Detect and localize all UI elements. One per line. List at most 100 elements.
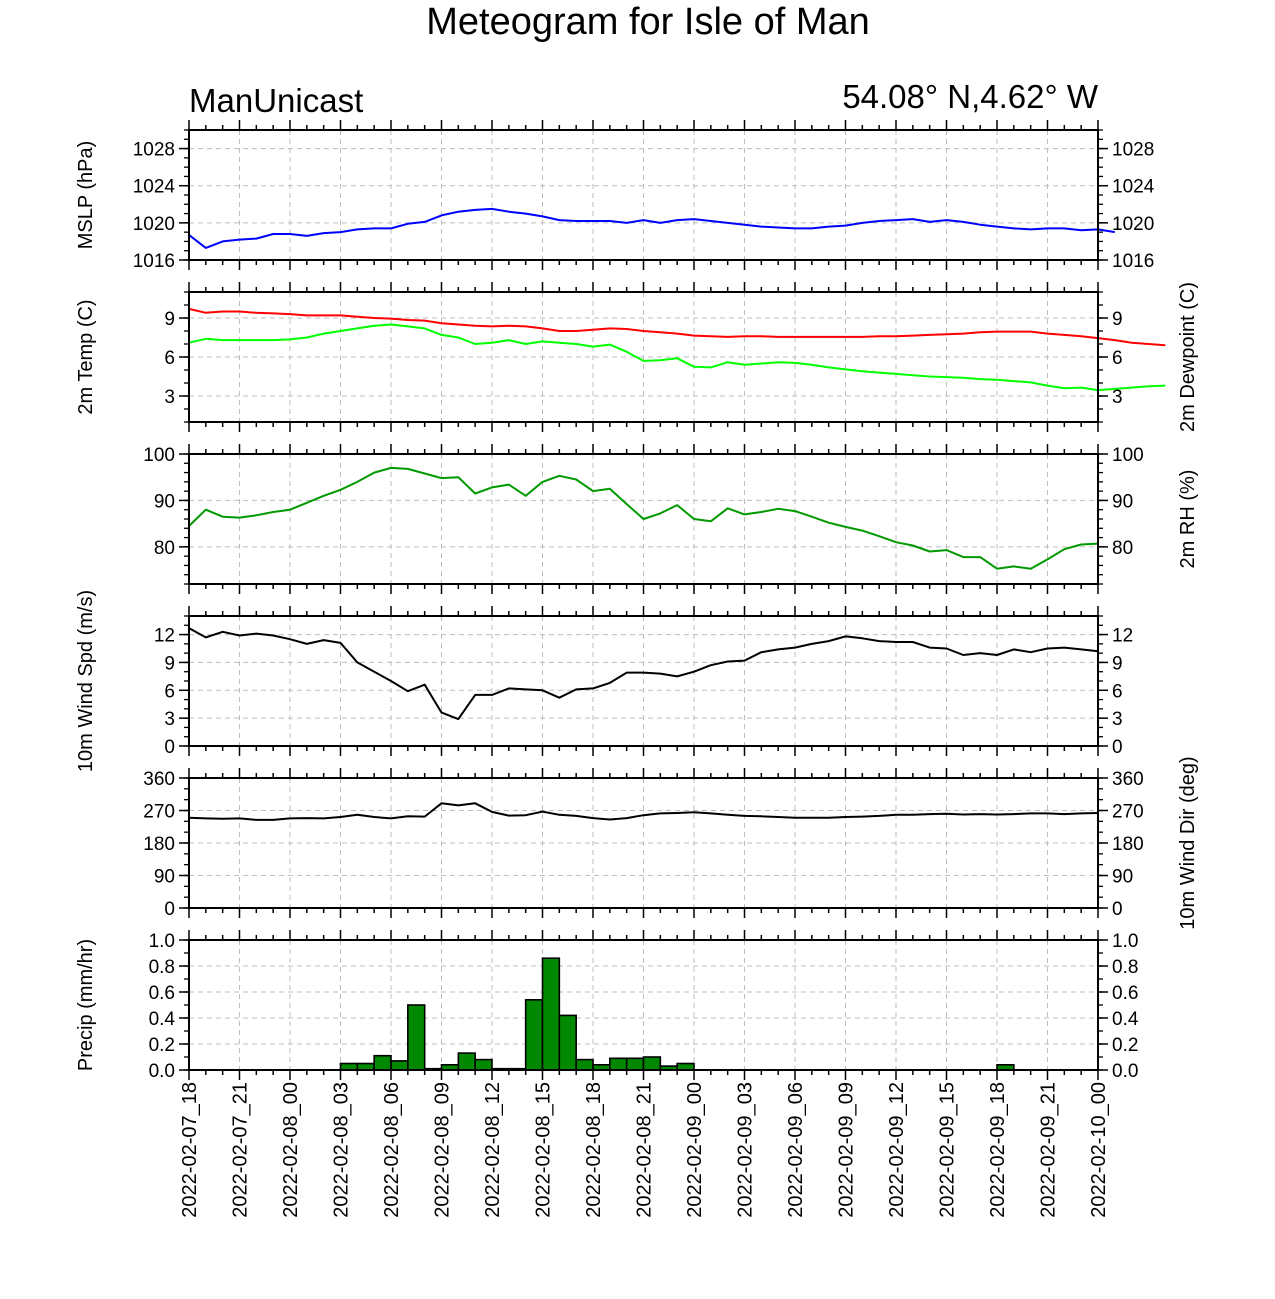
- y-tick-label-right: 1024: [1112, 177, 1155, 198]
- y-tick-label-right: 90: [1112, 491, 1133, 512]
- y-tick-label-left: 3: [164, 709, 175, 730]
- series-line-1: [188, 207, 1115, 249]
- y-tick-label-left: 9: [164, 653, 175, 674]
- y-axis-title-left: 10m Wind Spd (m/s): [75, 590, 97, 772]
- y-tick-label-right: 0.2: [1112, 1035, 1138, 1056]
- x-tick-label: 2022-02-09_06: [785, 1082, 807, 1218]
- x-tick-label: 2022-02-09_03: [735, 1082, 757, 1218]
- y-tick-label-right: 0: [1112, 899, 1123, 920]
- y-tick-label-right: 1016: [1112, 251, 1154, 272]
- y-tick-label-right: 3: [1112, 709, 1123, 730]
- precip-bar: [642, 1056, 662, 1071]
- panel-4: 0 0 3 3 6 6 9 9 12 12 10m Wind Spd (m/s): [75, 590, 1133, 772]
- x-tick-label: 2022-02-09_21: [1038, 1082, 1060, 1218]
- series-line-2: [188, 323, 1166, 392]
- y-tick-label-right: 1.0: [1112, 931, 1138, 952]
- series-line-1: [188, 802, 1099, 821]
- x-tick-label: 2022-02-07_18: [179, 1082, 201, 1218]
- precip-bar: [524, 998, 544, 1071]
- y-tick-label-left: 6: [164, 348, 175, 369]
- precip-bar: [373, 1054, 392, 1071]
- y-tick-label-right: 1028: [1112, 140, 1154, 161]
- y-tick-label-left: 6: [164, 681, 175, 702]
- series-line-1: [188, 627, 1099, 721]
- x-tick-label: 2022-02-09_12: [886, 1082, 908, 1218]
- y-tick-label-left: 360: [143, 769, 175, 790]
- x-tick-label: 2022-02-09_15: [937, 1082, 959, 1218]
- x-tick-label: 2022-02-08_09: [432, 1082, 454, 1218]
- chart-title: Meteogram for Isle of Man: [426, 1, 870, 43]
- x-tick-label: 2022-02-08_15: [533, 1082, 555, 1218]
- model-caption: ManUnicast: [189, 82, 363, 119]
- y-tick-label-right: 360: [1112, 769, 1144, 790]
- precip-bar: [474, 1058, 493, 1071]
- x-tick-label: 2022-02-08_03: [331, 1082, 353, 1218]
- y-tick-label-left: 0: [164, 737, 175, 758]
- y-tick-label-right: 0.8: [1112, 957, 1138, 978]
- meteogram-panels: 1016 1016 1020 1020 1024 1024 1028 1028 MSLP (hP…: [75, 120, 1199, 1082]
- y-tick-label-left: 180: [143, 834, 175, 855]
- y-tick-label-left: 0.0: [149, 1061, 175, 1082]
- precip-bar: [390, 1060, 409, 1071]
- panel-3: 80 80 90 90 100 100 2m RH (%): [143, 444, 1199, 594]
- y-axis-title-right: 2m Dewpoint (C): [1177, 282, 1199, 432]
- y-tick-label-right: 100: [1112, 445, 1144, 466]
- x-tick-label: 2022-02-09_00: [684, 1082, 706, 1218]
- y-tick-label-left: 80: [154, 538, 175, 559]
- y-tick-label-right: 12: [1112, 626, 1133, 647]
- y-axis-title-left: 2m Temp (C): [75, 299, 97, 414]
- y-tick-label-right: 180: [1112, 834, 1144, 855]
- precip-bar: [575, 1058, 594, 1071]
- precip-bar: [541, 957, 561, 1071]
- x-tick-label: 2022-02-08_12: [482, 1082, 504, 1218]
- y-tick-label-left: 1020: [133, 214, 175, 235]
- y-tick-label-left: 0.2: [149, 1035, 175, 1056]
- y-tick-label-left: 100: [143, 445, 175, 466]
- y-tick-label-right: 9: [1112, 653, 1123, 674]
- y-tick-label-left: 12: [154, 626, 175, 647]
- y-tick-label-left: 90: [154, 867, 175, 888]
- y-tick-label-left: 1024: [133, 177, 176, 198]
- y-tick-label-left: 3: [164, 387, 175, 408]
- y-tick-label-left: 270: [143, 802, 175, 823]
- panel-6: 0.0 0.0 0.2 0.2 0.4 0.4 0.6 0.6 0.8 0.8 1.0 1.0 Prec…: [75, 930, 1139, 1082]
- panel-5: 0 0 90 90 180 180 270 270 360 360 10m Wind Dir (de…: [143, 756, 1199, 929]
- x-tick-label: 2022-02-09_09: [836, 1082, 858, 1218]
- y-tick-label-right: 0.6: [1112, 983, 1138, 1004]
- location-caption: 54.08° N,4.62° W: [842, 78, 1099, 115]
- y-tick-label-left: 90: [154, 491, 175, 512]
- precip-bar: [558, 1014, 577, 1071]
- x-tick-label: 2022-02-07_21: [230, 1082, 252, 1218]
- precip-bar: [625, 1057, 645, 1071]
- y-tick-label-left: 1.0: [149, 931, 175, 952]
- y-tick-label-right: 3: [1112, 387, 1123, 408]
- y-axis-title-left: MSLP (hPa): [75, 141, 97, 250]
- panel-1: 1016 1016 1020 1020 1024 1024 1028 1028 MSLP (hP…: [75, 120, 1155, 272]
- y-tick-label-right: 9: [1112, 309, 1123, 330]
- y-tick-label-left: 1016: [133, 251, 175, 272]
- x-tick-label: 2022-02-10_00: [1088, 1082, 1110, 1218]
- x-axis-labels: 2022-02-07_18 2022-02-07_21 2022-02-08_00 2…: [179, 1082, 1110, 1218]
- y-axis-title-right: 2m RH (%): [1177, 470, 1199, 569]
- precip-bar: [609, 1057, 628, 1071]
- y-tick-label-right: 0.4: [1112, 1009, 1139, 1030]
- y-tick-label-left: 0.4: [149, 1009, 176, 1030]
- y-tick-label-left: 0: [164, 899, 175, 920]
- x-tick-label: 2022-02-08_06: [381, 1082, 403, 1218]
- x-tick-label: 2022-02-09_18: [987, 1082, 1009, 1218]
- y-tick-label-left: 0.8: [149, 957, 175, 978]
- precip-bar: [407, 1004, 426, 1071]
- precip-bar: [457, 1052, 476, 1071]
- y-tick-label-right: 0: [1112, 737, 1123, 758]
- y-axis-title-left: Precip (mm/hr): [75, 939, 97, 1071]
- x-tick-label: 2022-02-08_21: [634, 1082, 656, 1218]
- y-tick-label-left: 0.6: [149, 983, 175, 1004]
- x-tick-label: 2022-02-08_00: [280, 1082, 302, 1218]
- y-tick-label-right: 1020: [1112, 214, 1154, 235]
- y-tick-label-right: 90: [1112, 867, 1133, 888]
- series-line-1: [188, 466, 1099, 570]
- x-tick-label: 2022-02-08_18: [583, 1082, 605, 1218]
- y-tick-label-left: 9: [164, 309, 175, 330]
- y-tick-label-right: 80: [1112, 538, 1133, 559]
